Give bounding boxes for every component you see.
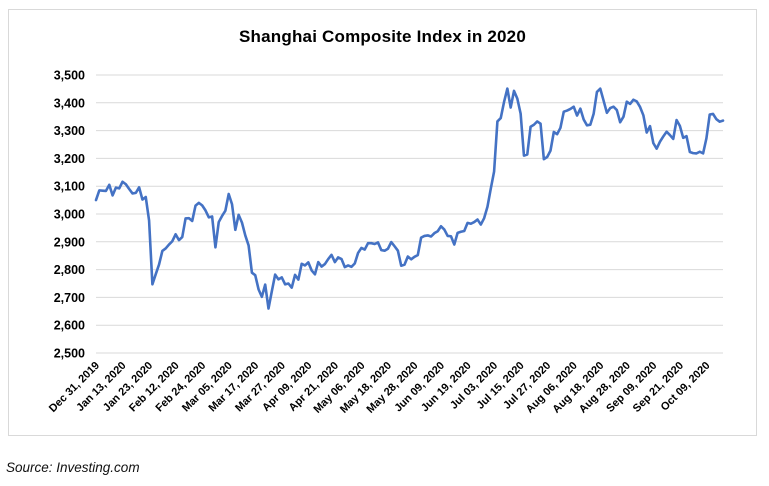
line-chart-plot: 2,500 2,600 2,700 2,800 2,900 3,000 3,100 3,200… [47, 69, 725, 416]
chart-container: Shanghai Composite Index in 2020 2,500 2,… [8, 9, 757, 436]
svg-text:3,000: 3,000 [54, 208, 85, 222]
price-line-series [94, 87, 725, 310]
svg-text:2,700: 2,700 [54, 291, 85, 305]
horizontal-gridlines [96, 74, 723, 354]
svg-text:3,500: 3,500 [54, 69, 85, 83]
svg-text:2,500: 2,500 [54, 347, 85, 361]
chart-title: Shanghai Composite Index in 2020 [239, 27, 526, 46]
svg-text:3,400: 3,400 [54, 96, 85, 110]
price-line [94, 87, 725, 310]
svg-text:3,100: 3,100 [54, 180, 85, 194]
svg-text:3,200: 3,200 [54, 152, 85, 166]
svg-text:2,900: 2,900 [54, 235, 85, 249]
svg-text:3,300: 3,300 [54, 124, 85, 138]
source-note: Source: Investing.com [6, 460, 140, 475]
y-axis-labels: 2,500 2,600 2,700 2,800 2,900 3,000 3,100 3,200… [54, 69, 85, 361]
svg-text:2,600: 2,600 [54, 319, 85, 333]
svg-text:2,800: 2,800 [54, 263, 85, 277]
